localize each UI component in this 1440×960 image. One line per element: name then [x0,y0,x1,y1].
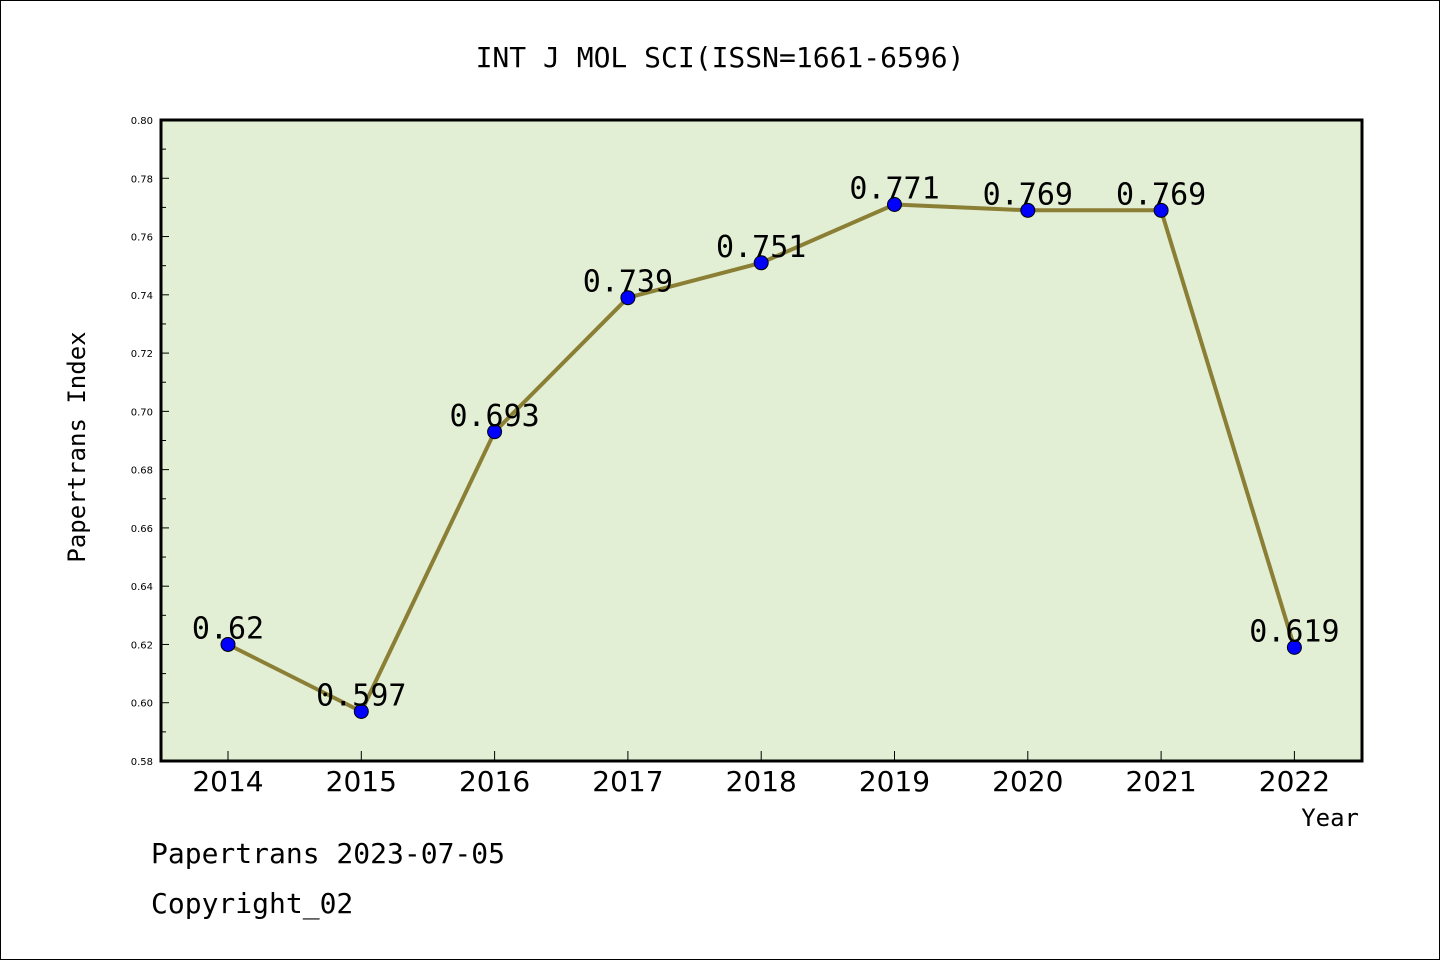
data-point [620,290,636,306]
data-point [753,255,769,271]
data-point [1020,202,1036,218]
x-tick-label: 2015 [326,765,397,798]
data-point [353,703,369,719]
x-tick-label: 2021 [1125,765,1196,798]
x-tick-label: 2016 [459,765,530,798]
y-tick-label: 0.74 [131,291,153,302]
x-tick-label: 2019 [859,765,930,798]
data-label: 0.739 [583,265,673,300]
y-tick-label: 0.62 [131,640,153,651]
data-point [487,424,503,440]
data-label: 0.693 [449,399,539,434]
data-label: 0.771 [849,171,939,206]
data-labels-group: 0.62 0.597 0.693 0.739 0.751 0.771 0.769 0.769 0… [192,171,1340,713]
data-point [887,196,902,212]
data-label: 0.769 [1116,177,1206,212]
source-date-text: Papertrans 2023-07-05 [151,837,506,870]
copyright-text: Copyright_02 [151,887,354,920]
data-label: 0.751 [716,230,806,265]
x-tick-label: 2018 [726,765,797,798]
y-axis: 0.58 0.60 0.62 0.64 0.66 0.68 0.70 0.72 0.74 0.76… [131,116,169,768]
data-point [1286,639,1302,655]
y-tick-label: 0.66 [131,524,153,535]
plot-area [159,118,1364,763]
data-point [1153,202,1169,218]
y-tick-label: 0.58 [131,757,153,768]
x-tick-label: 2020 [992,765,1063,798]
x-axis: 2014 2015 2016 2017 2018 2019 2020 2021 2022 [192,751,1330,798]
data-point [220,636,236,652]
y-tick-label: 0.70 [131,407,153,418]
data-points-group [220,196,1302,719]
x-tick-label: 2014 [192,765,263,798]
x-tick-label: 2022 [1259,765,1330,798]
y-axis-title: Papertrans Index [63,331,91,562]
y-tick-label: 0.64 [131,582,153,593]
y-tick-label: 0.80 [131,116,153,127]
data-label: 0.619 [1249,614,1339,649]
y-tick-label: 0.76 [131,233,153,244]
y-tick-label: 0.68 [131,466,153,477]
x-tick-label: 2017 [592,765,663,798]
y-tick-label: 0.60 [131,699,153,710]
data-label: 0.62 [192,611,264,646]
x-axis-title: Year [1301,804,1359,832]
y-tick-label: 0.72 [131,349,153,360]
data-label: 0.597 [316,678,406,713]
y-tick-label: 0.78 [131,174,153,185]
chart-title: INT J MOL SCI(ISSN=1661-6596) [476,41,965,74]
data-label: 0.769 [983,177,1073,212]
